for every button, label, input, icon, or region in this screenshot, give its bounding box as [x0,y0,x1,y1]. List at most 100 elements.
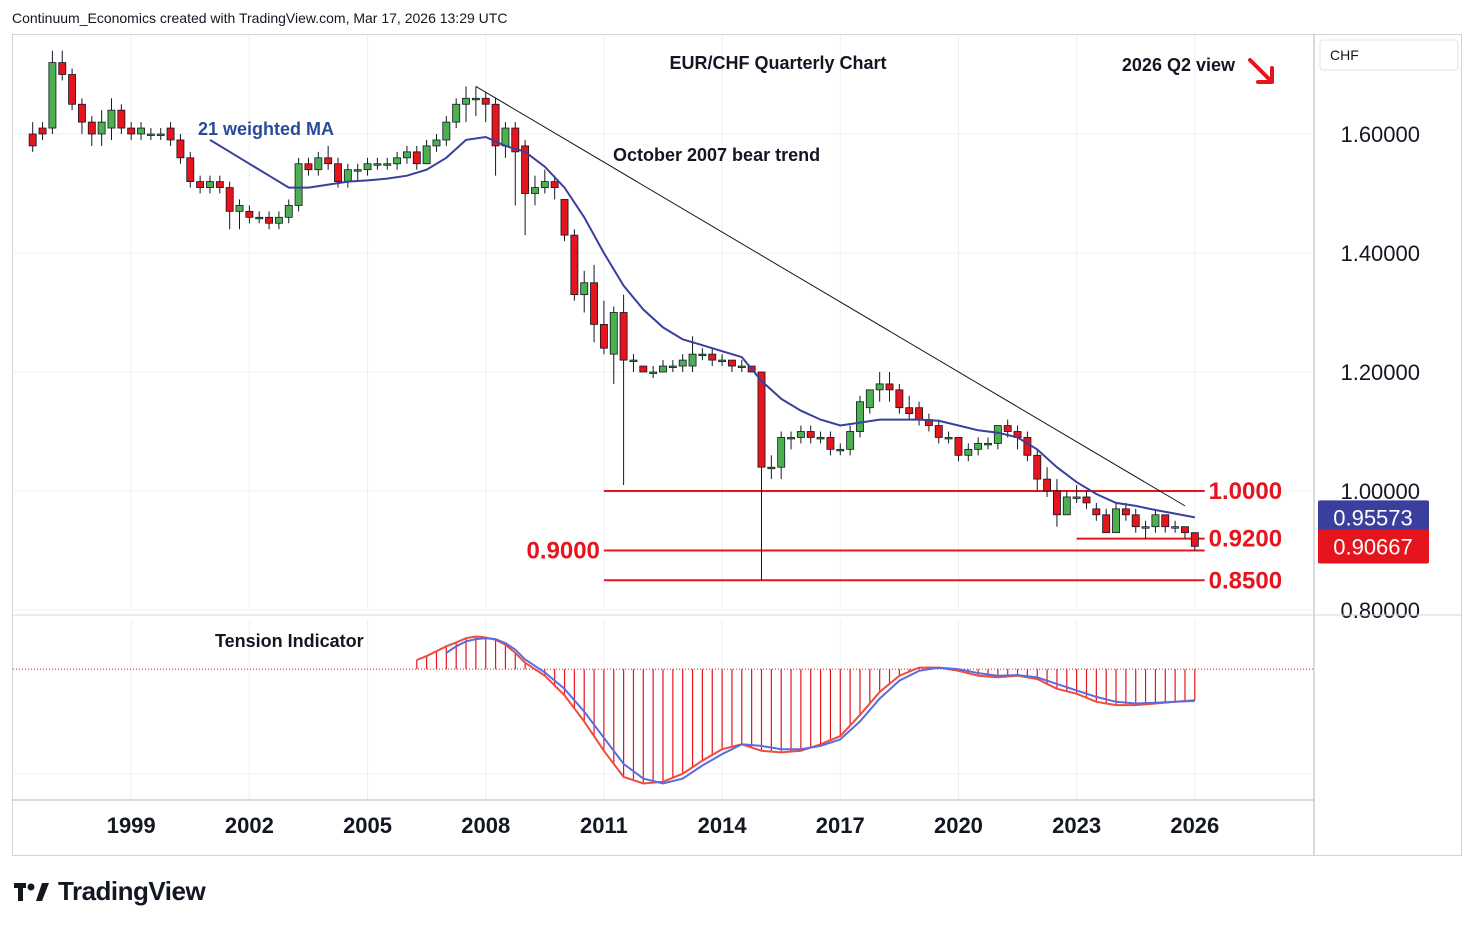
candle-body [364,164,371,170]
candle-body [1103,515,1110,533]
candle-body [423,146,430,164]
candle-body [502,128,509,146]
candle-body [157,134,164,136]
candle-body [768,467,775,469]
candle-body [453,104,460,122]
candle-body [906,408,913,414]
view-label: 2026 Q2 view [1122,55,1236,75]
candle-body [659,366,666,372]
candle-body [462,98,469,104]
candle-body [1162,515,1169,527]
candle-body [1004,426,1011,432]
currency-label: CHF [1330,47,1359,63]
candle-body [236,205,243,211]
tension-fast-line [417,637,1195,784]
y-tick-label: 1.60000 [1340,122,1420,147]
candle-body [738,366,745,368]
tradingview-logo[interactable]: TradingView [14,876,205,907]
x-tick-label: 1999 [107,813,156,838]
level-label: 0.9000 [527,538,600,565]
candle-body [728,360,735,366]
candle-body [709,354,716,360]
candle-body [679,360,686,366]
ma-line [210,137,1195,517]
candle-body [620,313,627,361]
candle-body [669,366,676,368]
x-tick-label: 2002 [225,813,274,838]
candle-body [945,437,952,439]
candle-body [1024,437,1031,455]
candle-body [49,63,56,128]
candle-body [325,158,332,164]
candle-body [817,437,824,439]
candle-body [856,402,863,432]
y-tick-label: 1.20000 [1340,360,1420,385]
candle-body [177,140,184,158]
candle-body [571,235,578,295]
candle-body [413,152,420,164]
candle-body [837,449,844,451]
candle-body [699,354,706,356]
candle-body [1063,497,1070,515]
candle-body [384,164,391,166]
candle-body [896,390,903,408]
candle-body [374,164,381,166]
candle-body [1044,479,1051,491]
candle-body [29,134,36,146]
candle-body [1122,509,1129,515]
candle-body [581,283,588,295]
candle-body [482,98,489,104]
candle-body [689,354,696,366]
candle-body [1132,515,1139,527]
eurchf-chart[interactable]: 1.60000 1.40000 1.20000 1.00000 0.80000 1999 2… [0,0,1474,930]
y-tick-label: 0.80000 [1340,598,1420,623]
down-arrow-icon [1250,60,1272,82]
x-tick-label: 2005 [343,813,392,838]
candle-body [118,110,125,128]
candle-body [1191,533,1198,547]
candle-body [916,408,923,420]
level-label: 1.0000 [1209,478,1282,505]
candle-body [128,128,135,134]
candle-body [610,313,617,355]
candle-body [266,217,273,223]
candle-body [847,432,854,450]
candle-body [1083,497,1090,503]
candle-body [778,437,785,467]
candle-body [216,182,223,188]
x-tick-label: 2026 [1170,813,1219,838]
candle-body [39,128,46,134]
candle-body [187,158,194,182]
x-tick-label: 2008 [461,813,510,838]
candle-body [876,384,883,390]
candle-body [334,164,341,182]
candle-body [295,164,302,206]
candle-body [541,182,548,188]
candle-body [955,437,962,455]
x-tick-label: 2020 [934,813,983,838]
y-tick-label: 1.40000 [1340,241,1420,266]
candle-body [935,426,942,438]
x-tick-label: 2017 [816,813,865,838]
candle-body [1093,509,1100,515]
candle-body [994,426,1001,444]
candle-body [433,140,440,146]
candle-body [807,432,814,438]
candle-body [226,188,233,212]
candle-body [600,324,607,348]
candle-body [1142,527,1149,529]
y-tick-label: 1.00000 [1340,479,1420,504]
ma-label: 21 weighted MA [198,119,334,139]
candle-body [561,199,568,235]
x-tick-label: 2014 [698,813,748,838]
candle-body [531,188,538,194]
candle-body [984,443,991,445]
candle-body [1152,515,1159,527]
candle-body [246,211,253,217]
candle-body [443,122,450,140]
x-tick-label: 2011 [580,813,628,838]
candle-body [758,372,765,467]
candle-body [69,75,76,105]
candle-body [640,366,647,372]
candle-body [305,164,312,170]
